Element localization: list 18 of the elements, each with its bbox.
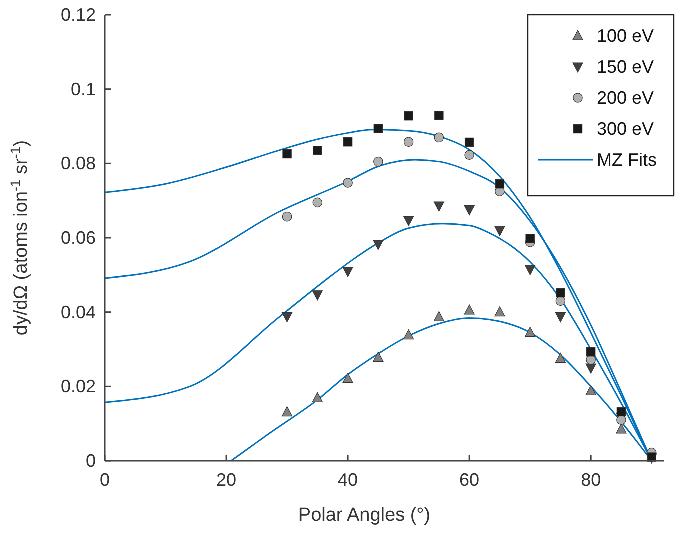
y-tick-label: 0.04: [60, 302, 96, 322]
legend-label: 300 eV: [597, 119, 654, 139]
y-tick-label: 0: [86, 451, 96, 471]
legend-label: 150 eV: [597, 57, 654, 77]
y-tick-label: 0.08: [60, 154, 96, 174]
x-tick-label: 80: [581, 470, 602, 490]
legend-label: 200 eV: [597, 88, 654, 108]
x-axis-title: Polar Angles (°): [298, 505, 431, 526]
x-tick-label: 0: [100, 470, 110, 490]
x-tick-label: 40: [338, 470, 358, 490]
x-tick-label: 20: [216, 470, 237, 490]
x-tick-label: 60: [460, 470, 480, 490]
legend-label: MZ Fits: [597, 150, 657, 170]
y-tick-label: 0.06: [60, 228, 96, 248]
y-tick-label: 0.1: [70, 79, 96, 100]
y-tick-label: 0.02: [60, 376, 96, 397]
legend-label: 100 eV: [597, 26, 654, 46]
y-tick-label: 0.12: [60, 5, 96, 25]
